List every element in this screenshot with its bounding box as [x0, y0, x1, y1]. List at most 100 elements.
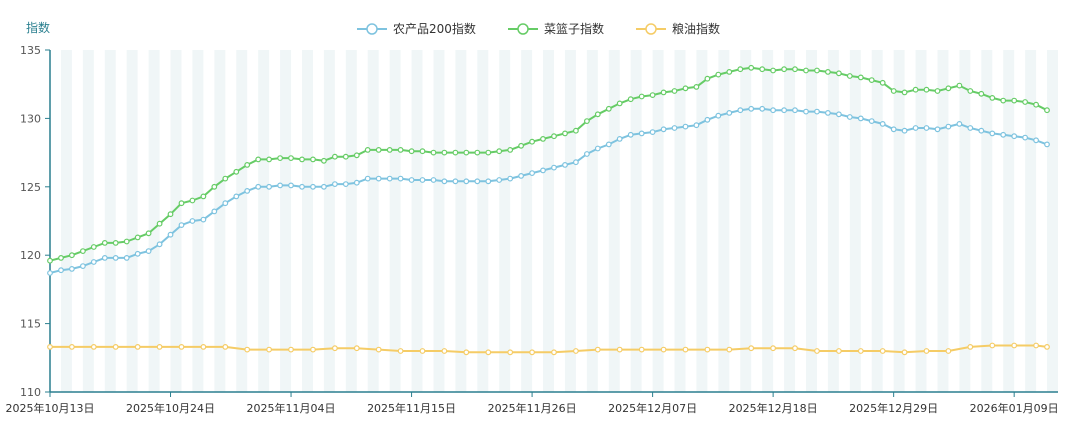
data-point[interactable] [693, 83, 700, 90]
data-point[interactable] [397, 146, 404, 153]
data-point[interactable] [551, 133, 557, 140]
data-point[interactable] [255, 156, 262, 163]
data-point[interactable] [770, 67, 776, 74]
data-point[interactable] [978, 127, 985, 134]
data-point[interactable] [386, 175, 393, 182]
data-point[interactable] [748, 345, 755, 352]
data-point[interactable] [101, 239, 108, 246]
data-point[interactable] [178, 200, 185, 207]
data-point[interactable] [299, 156, 305, 163]
data-point[interactable] [266, 156, 273, 163]
data-point[interactable] [770, 345, 776, 352]
data-point[interactable] [353, 179, 360, 186]
data-point[interactable] [605, 141, 612, 148]
data-point[interactable] [518, 142, 524, 149]
data-point[interactable] [277, 182, 284, 189]
data-point[interactable] [200, 344, 207, 350]
data-point[interactable] [573, 348, 579, 354]
data-point[interactable] [233, 193, 240, 200]
data-point[interactable] [770, 107, 776, 114]
data-point[interactable] [332, 181, 338, 188]
data-point[interactable] [321, 183, 327, 190]
data-point[interactable] [353, 152, 360, 159]
data-point[interactable] [649, 92, 656, 98]
data-point[interactable] [967, 125, 974, 131]
data-point[interactable] [551, 164, 557, 171]
data-point[interactable] [879, 79, 886, 86]
data-point[interactable] [912, 86, 919, 93]
data-point[interactable] [430, 149, 437, 156]
data-point[interactable] [112, 239, 119, 246]
data-point[interactable] [375, 346, 382, 353]
data-point[interactable] [1044, 344, 1050, 350]
data-point[interactable] [649, 129, 656, 136]
data-point[interactable] [47, 344, 53, 350]
legend-item[interactable]: 菜篮子指数 [508, 21, 604, 36]
data-point[interactable] [419, 148, 426, 155]
data-point[interactable] [540, 135, 546, 142]
data-point[interactable] [321, 157, 327, 164]
data-point[interactable] [364, 146, 371, 153]
data-point[interactable] [781, 107, 787, 114]
data-point[interactable] [759, 105, 766, 112]
data-point[interactable] [134, 344, 141, 350]
data-point[interactable] [485, 349, 492, 356]
data-point[interactable] [551, 349, 557, 356]
data-point[interactable] [605, 105, 612, 112]
data-point[interactable] [463, 149, 470, 156]
data-point[interactable] [68, 266, 75, 272]
data-point[interactable] [507, 146, 514, 153]
data-point[interactable] [792, 345, 798, 352]
data-point[interactable] [989, 342, 996, 349]
data-point[interactable] [288, 182, 294, 189]
data-point[interactable] [101, 254, 108, 261]
data-point[interactable] [397, 348, 404, 354]
data-point[interactable] [660, 126, 667, 133]
data-point[interactable] [255, 183, 262, 190]
data-point[interactable] [310, 156, 316, 163]
data-point[interactable] [846, 73, 853, 79]
data-point[interactable] [112, 254, 119, 261]
data-point[interactable] [890, 88, 897, 94]
data-point[interactable] [682, 123, 689, 130]
data-point[interactable] [222, 344, 229, 350]
data-point[interactable] [836, 348, 842, 354]
data-point[interactable] [573, 159, 579, 166]
data-point[interactable] [452, 149, 459, 156]
data-point[interactable] [978, 90, 985, 97]
data-point[interactable] [200, 216, 207, 223]
data-point[interactable] [879, 348, 886, 354]
data-point[interactable] [857, 115, 864, 122]
data-point[interactable] [660, 346, 667, 353]
data-point[interactable] [693, 122, 700, 129]
data-point[interactable] [715, 71, 722, 78]
data-point[interactable] [441, 178, 448, 185]
data-point[interactable] [419, 348, 426, 354]
data-point[interactable] [310, 346, 316, 353]
legend-item[interactable]: 粮油指数 [636, 21, 720, 36]
data-point[interactable] [540, 167, 546, 174]
data-point[interactable] [912, 125, 919, 131]
data-point[interactable] [58, 267, 64, 274]
data-point[interactable] [332, 345, 338, 352]
data-point[interactable] [792, 107, 798, 114]
data-point[interactable] [68, 344, 75, 350]
data-point[interactable] [178, 344, 185, 350]
data-point[interactable] [562, 130, 568, 137]
data-point[interactable] [814, 67, 820, 74]
data-point[interactable] [375, 146, 382, 153]
data-point[interactable] [364, 175, 371, 182]
data-point[interactable] [836, 70, 842, 77]
data-point[interactable] [1011, 97, 1018, 104]
data-point[interactable] [594, 111, 601, 118]
data-point[interactable] [79, 263, 86, 270]
data-point[interactable] [923, 125, 930, 131]
data-point[interactable] [967, 344, 974, 350]
data-point[interactable] [485, 178, 492, 185]
data-point[interactable] [1022, 134, 1028, 141]
data-point[interactable] [47, 270, 53, 276]
data-point[interactable] [836, 111, 842, 118]
data-point[interactable] [956, 82, 963, 89]
data-point[interactable] [134, 234, 141, 241]
data-point[interactable] [901, 349, 908, 356]
